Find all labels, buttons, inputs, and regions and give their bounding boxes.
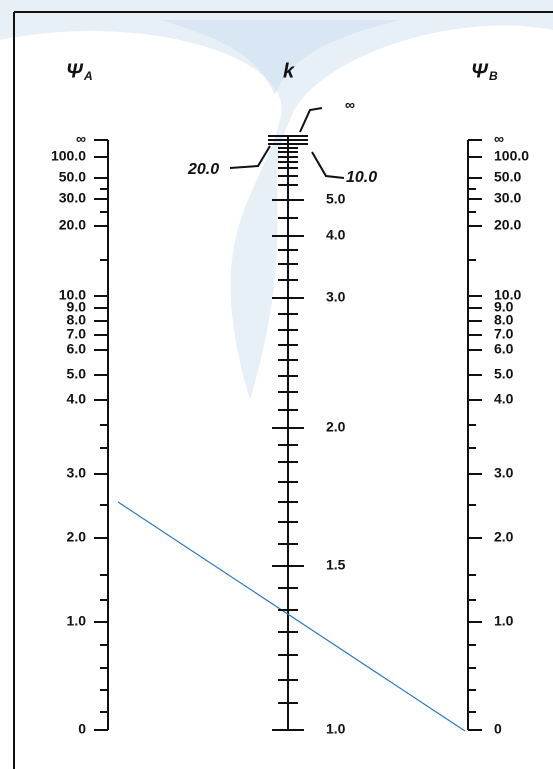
k-10: 10.0 (346, 169, 377, 186)
tick-label: 4.0 (494, 391, 514, 407)
tick-label: 20.0 (59, 217, 86, 233)
tick-label: 7.0 (494, 326, 514, 342)
tick-label: 4.0 (67, 391, 87, 407)
psi-b: Ψ (471, 60, 489, 82)
k-20: 20.0 (187, 161, 219, 178)
k-infinity: ∞ (345, 97, 355, 113)
psi-b-sub: B (489, 69, 498, 83)
tick-label: 100.0 (51, 148, 86, 164)
tick-label: 30.0 (59, 190, 86, 206)
tick-label: 0 (78, 721, 86, 737)
psi-a: Ψ (66, 60, 84, 82)
tick-label: ∞ (494, 131, 504, 147)
tick-label: 30.0 (494, 190, 521, 206)
tick-label: 7.0 (67, 326, 87, 342)
tick-label: 1.0 (67, 613, 87, 629)
tick-label: ∞ (76, 131, 86, 147)
tick-label: 20.0 (494, 217, 521, 233)
tick-label: 3.0 (494, 465, 514, 481)
psi-a-sub: A (83, 69, 93, 83)
tick-label: 100.0 (494, 148, 529, 164)
tick-label: 5.0 (67, 366, 87, 382)
tick-label: 6.0 (494, 341, 514, 357)
tick-label: 4.0 (326, 227, 346, 243)
tick-label: 1.5 (326, 557, 346, 573)
leader (300, 108, 322, 132)
tick-label: 2.0 (326, 419, 346, 435)
tick-label: 50.0 (59, 169, 86, 185)
k-title: k (283, 60, 295, 82)
alignment-line (118, 502, 465, 731)
tick-label: 1.0 (326, 721, 346, 737)
nomograph: Ψ A k Ψ B ∞ 20.0 10.0 ∞∞100.0100.050.050… (0, 0, 553, 769)
tick-label: 5.0 (494, 366, 514, 382)
tick-label: 6.0 (67, 341, 87, 357)
tick-label: 3.0 (326, 289, 346, 305)
tick-label: 50.0 (494, 169, 521, 185)
tick-label: 1.0 (494, 613, 514, 629)
tick-label: 3.0 (67, 465, 87, 481)
tick-label: 5.0 (326, 191, 346, 207)
leader (312, 152, 344, 178)
tick-label: 2.0 (67, 529, 87, 545)
tick-label: 2.0 (494, 529, 514, 545)
tick-label: 0 (494, 721, 502, 737)
